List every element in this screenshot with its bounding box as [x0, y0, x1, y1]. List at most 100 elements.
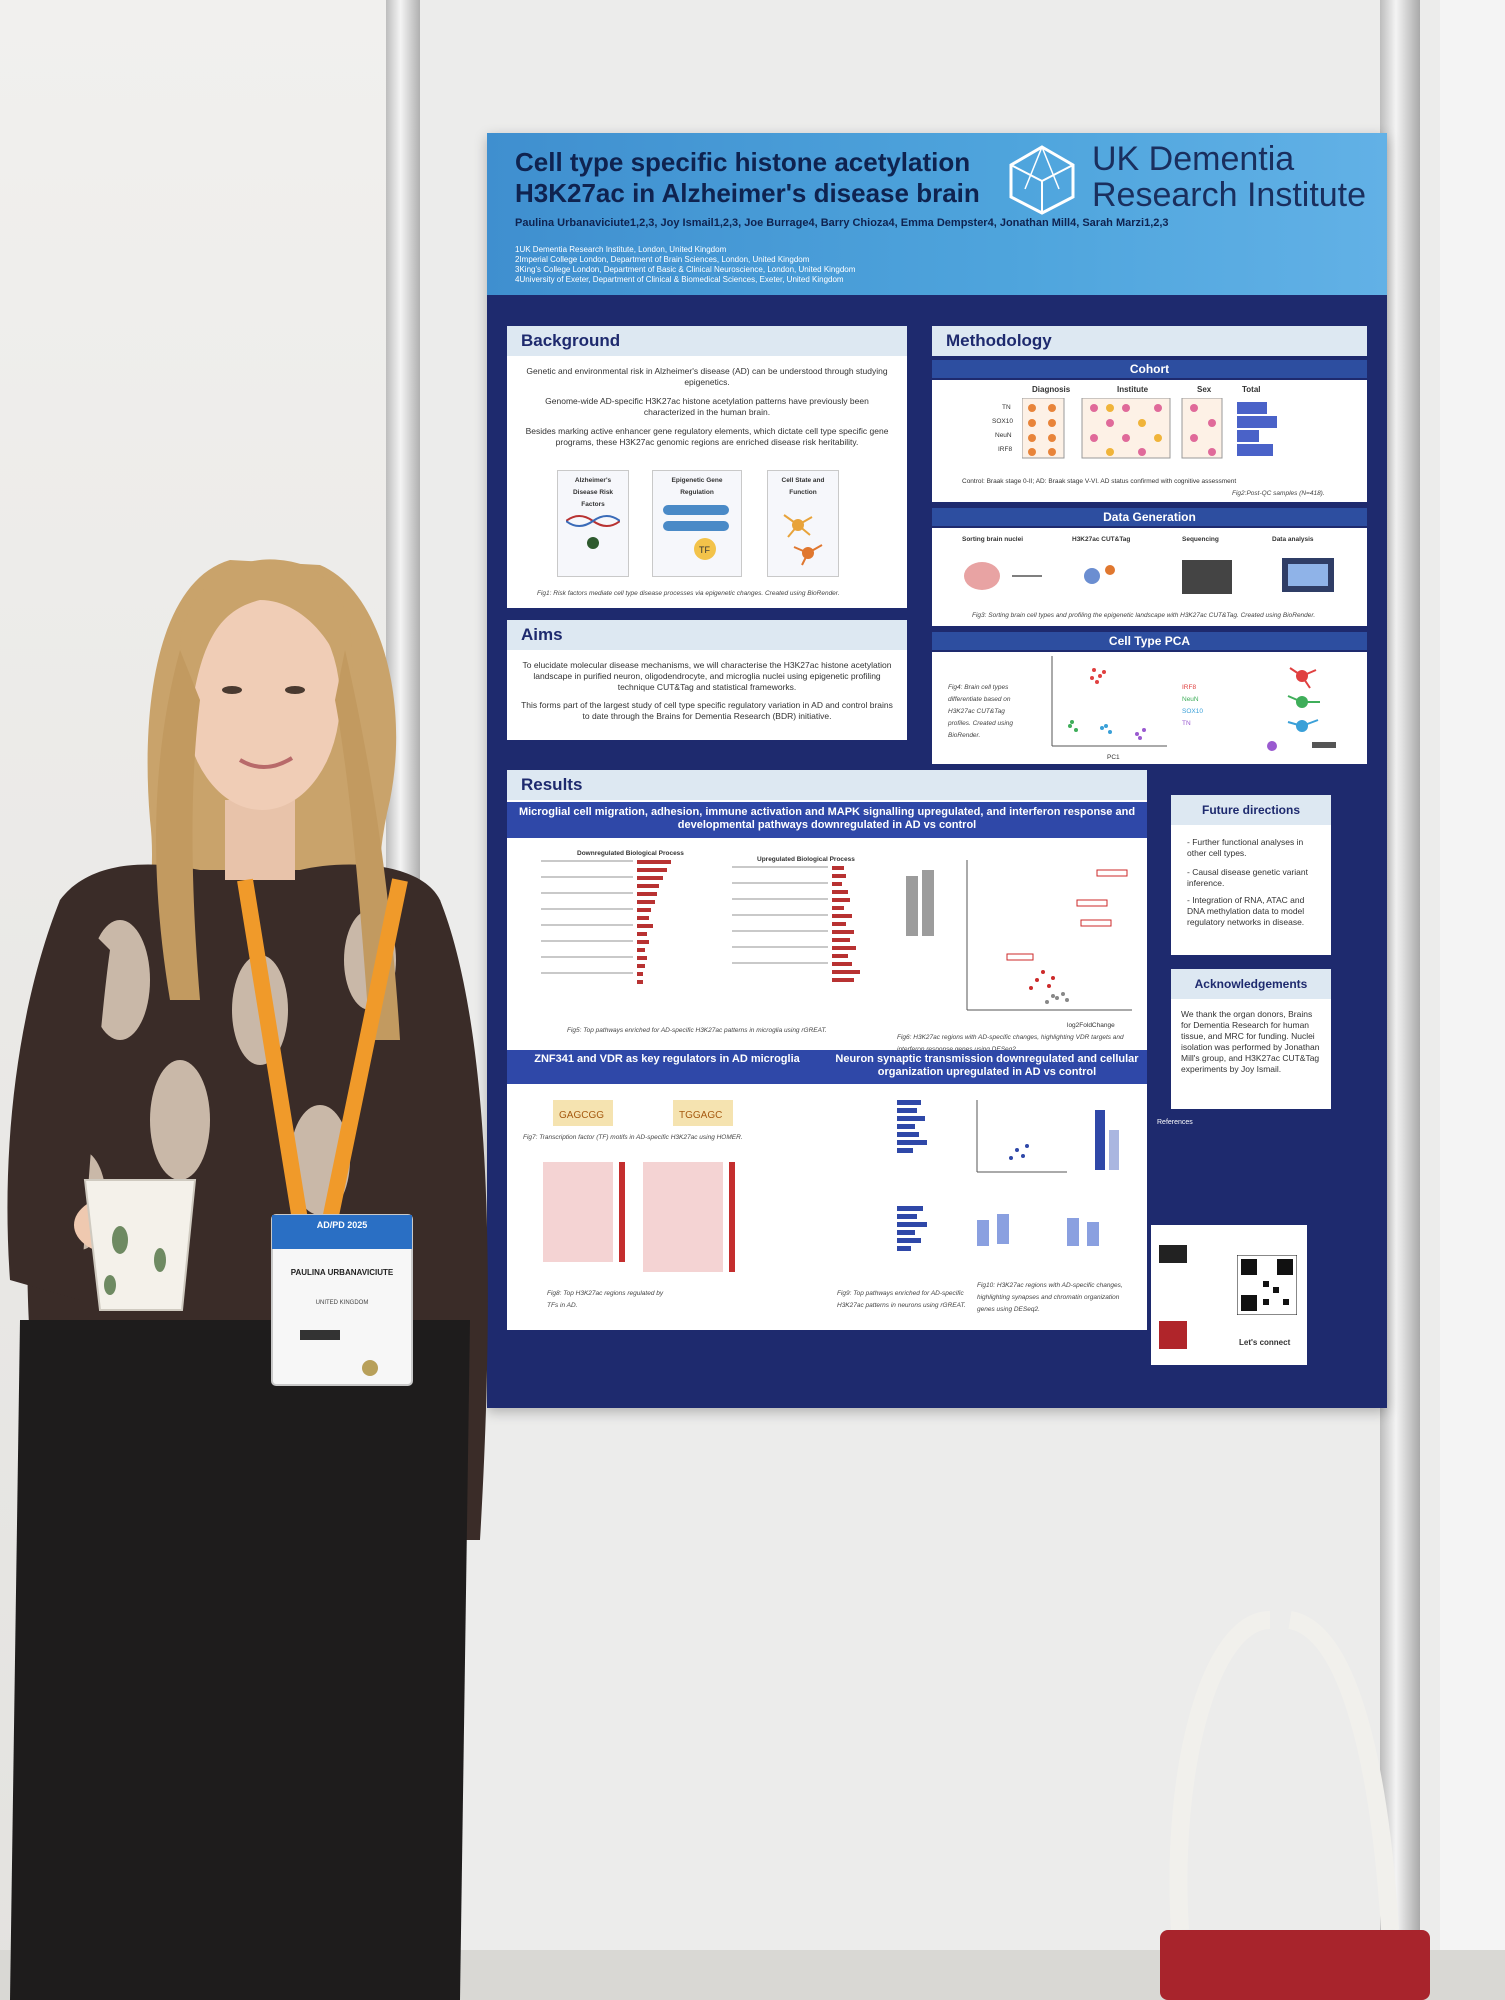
poster-title: Cell type specific histone acetylation H… [515, 147, 1035, 209]
chromatin-icon: TF [663, 505, 729, 560]
data-generation-title: Data Generation [932, 508, 1367, 526]
dri-logo-text: UK Dementia Research Institute [1092, 141, 1366, 213]
data-generation-figure: Sorting brain nuclei H3K27ac CUT&Tag Seq… [932, 528, 1367, 626]
cohort-caption: Control: Braak stage 0-II; AD: Braak sta… [962, 478, 1237, 485]
fig5-caption: Fig5: Top pathways enriched for AD-speci… [567, 1027, 827, 1034]
qr-code-icon[interactable] [1237, 1255, 1297, 1315]
results-znf341-banner: ZNF341 and VDR as key regulators in AD m… [507, 1050, 827, 1084]
fig6-caption: Fig6: H3K27ac regions with AD-specific c… [897, 1034, 1124, 1053]
step-sequencing: Sequencing [1182, 536, 1219, 543]
pca-legend-tn: TN [1182, 720, 1191, 727]
neuron-volcano-plot [976, 1100, 1119, 1173]
badge-country: UNITED KINGDOM [315, 1300, 369, 1306]
affiliation: 4University of Exeter, Department of Cli… [515, 275, 844, 284]
cohort-dot-matrix [1022, 398, 1277, 459]
fig8-caption: Fig8: Top H3K27ac regions regulated by T… [547, 1290, 664, 1309]
fig10-caption: Fig10: H3K27ac regions with AD-specific … [977, 1282, 1123, 1313]
fig9-caption: Fig9: Top pathways enriched for AD-speci… [837, 1290, 966, 1309]
ukri-logo [1159, 1245, 1187, 1263]
kcl-logo [1159, 1321, 1187, 1349]
aims-title: Aims [507, 620, 907, 650]
cohort-figure: Diagnosis Institute Sex Total TN SOX10 N… [932, 380, 1367, 502]
down-bp-label: Downregulated Biological Process [577, 850, 684, 857]
dna-icon [566, 515, 620, 549]
person-presenter [7, 559, 488, 2000]
neuron-box-plots [977, 1214, 1099, 1246]
badge-name: PAULINA URBANAVICIUTE [290, 1268, 394, 1277]
cell-state-box: Cell State and Function [767, 470, 839, 577]
risk-factors-label: Alzheimer's Disease Risk Factors [572, 477, 614, 508]
risk-factors-box: Alzheimer's Disease Risk Factors [557, 470, 629, 577]
future-item: - Causal disease genetic variant inferen… [1187, 867, 1308, 888]
future-item: - Further functional analyses in other c… [1187, 837, 1304, 858]
acknowledgements-text: We thank the organ donors, Brains for De… [1181, 1009, 1320, 1074]
cohort-col-institute: Institute [1117, 385, 1149, 394]
references-title: References [1157, 1119, 1193, 1126]
aims-panel: Aims To elucidate molecular disease mech… [507, 620, 907, 740]
methodology-panel: Methodology Cohort Diagnosis Institute S… [932, 326, 1367, 764]
pca-x-label: PC1 [1107, 754, 1120, 761]
fig2-caption: Fig2:Post-QC samples (N=418). [1232, 490, 1325, 497]
background-text-3: Besides marking active enhancer gene reg… [525, 426, 889, 447]
cohort-col-diagnosis: Diagnosis [1032, 385, 1071, 394]
epigenetic-label: Epigenetic Gene Regulation [671, 477, 723, 496]
svg-text:TF: TF [699, 545, 710, 555]
cohort-row-irf8: IRF8 [998, 446, 1013, 453]
tf-motif-logos: GAGCGG TGGAGC [553, 1100, 733, 1126]
fig1-caption: Fig1: Risk factors mediate cell type dis… [537, 590, 840, 597]
results-microglia-banner: Microglial cell migration, adhesion, imm… [507, 802, 1147, 838]
microglia-icon [783, 514, 823, 566]
dri-logo-icon [1009, 145, 1075, 215]
background-text-1: Genetic and environmental risk in Alzhei… [526, 366, 888, 387]
cohort-row-tn: TN [1002, 404, 1011, 411]
microglia-volcano-plot [966, 860, 1132, 1011]
workflow-icons [964, 558, 1334, 594]
cell-types-illustration [1267, 667, 1336, 751]
up-bp-label: Upregulated Biological Process [757, 856, 855, 863]
step-analysis: Data analysis [1272, 536, 1314, 543]
fig7-caption: Fig7: Transcription factor (TF) motifs i… [523, 1134, 743, 1141]
affiliation: 2Imperial College London, Department of … [515, 255, 810, 264]
volcano-x-label: log2FoldChange [1067, 1022, 1115, 1029]
results-neuron-banner: Neuron synaptic transmission downregulat… [827, 1050, 1147, 1084]
microglia-region-bars [906, 870, 934, 936]
pca-figure: Fig4: Brain cell types differentiate bas… [932, 652, 1367, 764]
fig3-caption: Fig3: Sorting brain cell types and profi… [972, 612, 1316, 619]
cohort-row-sox10: SOX10 [992, 418, 1013, 425]
lets-connect-label: Let's connect [1239, 1338, 1291, 1347]
svg-text:GAGCGG: GAGCGG [559, 1110, 604, 1121]
aims-text-2: This forms part of the largest study of … [521, 700, 893, 721]
acknowledgements-title: Acknowledgements [1171, 969, 1331, 999]
cohort-row-neun: NeuN [995, 432, 1012, 439]
author-list: Paulina Urbanaviciute1,2,3, Joy Ismail1,… [515, 217, 1169, 229]
logo-line-1: UK Dementia [1092, 140, 1295, 178]
poster-header: Cell type specific histone acetylation H… [487, 133, 1387, 295]
neuron-bars [897, 1100, 927, 1251]
pca-title: Cell Type PCA [932, 632, 1367, 650]
pca-legend-irf8: IRF8 [1182, 684, 1197, 691]
cohort-title: Cohort [932, 360, 1367, 378]
title-line-1: Cell type specific histone acetylation [515, 147, 971, 177]
pca-scatter [1051, 656, 1167, 747]
future-item: - Integration of RNA, ATAC and DNA methy… [1187, 895, 1305, 927]
microglia-down-bars [541, 860, 671, 984]
pca-legend-sox10: SOX10 [1182, 708, 1203, 715]
aims-text-1: To elucidate molecular disease mechanism… [522, 660, 892, 692]
background-text-2: Genome-wide AD-specific H3K27ac histone … [545, 396, 869, 417]
step-sorting: Sorting brain nuclei [962, 536, 1024, 543]
research-poster: Cell type specific histone acetylation H… [487, 133, 1387, 1408]
future-directions-title: Future directions [1171, 795, 1331, 825]
fig4-caption: Fig4: Brain cell types differentiate bas… [948, 684, 1014, 739]
cohort-col-total: Total [1242, 385, 1261, 394]
logo-line-2: Research Institute [1092, 176, 1367, 214]
badge-event: AD/PD 2025 [316, 1220, 368, 1230]
epigenetic-regulation-box: Epigenetic Gene Regulation TF [652, 470, 742, 577]
tf-region-heatmaps [543, 1162, 735, 1272]
results-panel: Results Microglial cell migration, adhes… [507, 770, 1147, 1330]
funders-box: Let's connect [1151, 1225, 1307, 1365]
results-title: Results [507, 770, 1147, 800]
svg-text:TGGAGC: TGGAGC [679, 1110, 722, 1121]
methodology-title: Methodology [932, 326, 1367, 356]
affiliations: 1UK Dementia Research Institute, London,… [515, 245, 1115, 285]
cohort-col-sex: Sex [1197, 385, 1212, 394]
